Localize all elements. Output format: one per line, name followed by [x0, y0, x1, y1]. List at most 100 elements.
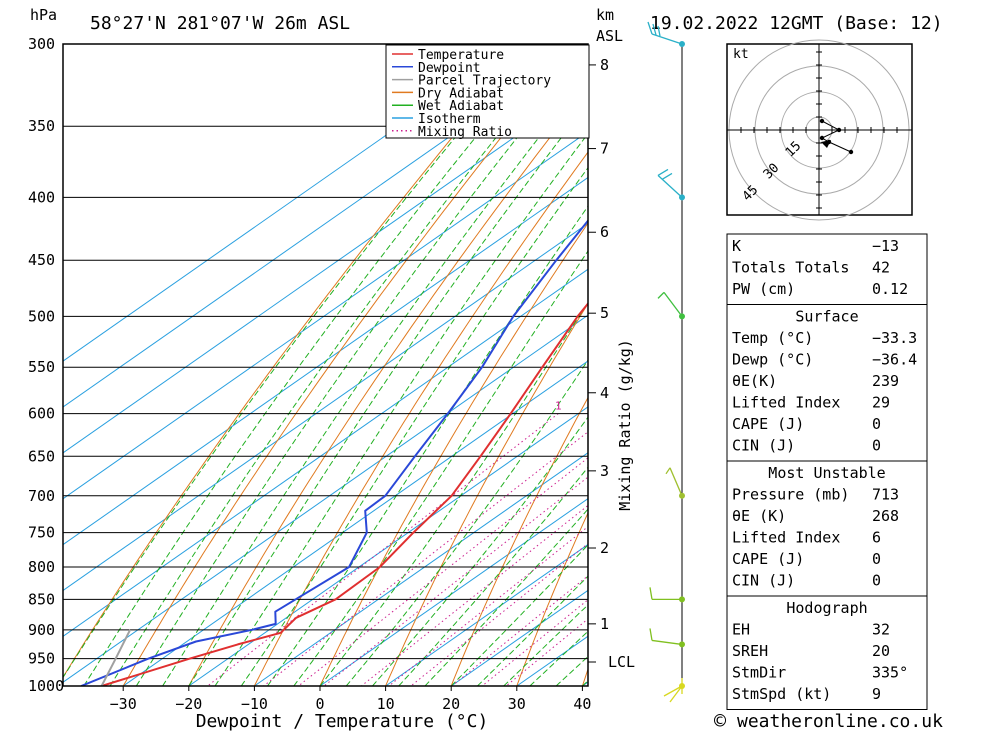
pressure-tick-label: 950: [28, 650, 55, 668]
isotherm-line: [254, 452, 588, 686]
isotherm-line: [63, 44, 583, 408]
parcel-trajectory-profile: [100, 629, 131, 686]
wet-adiabat-line: [109, 44, 573, 686]
wet-adiabat-line: [162, 74, 588, 686]
wind-barb: [657, 168, 683, 198]
indices-block-title: Surface: [795, 308, 858, 326]
wet-adiabat-line: [214, 132, 588, 686]
indices-block-title: Most Unstable: [768, 464, 885, 482]
pressure-tick-label: 400: [28, 188, 55, 206]
km-tick-label: 7: [600, 140, 609, 158]
mixing-ratio-axis-title: Mixing Ratio (g/kg): [616, 339, 634, 511]
axes: −30 −20 −10 0 10 20 30 40 8 7 6 5 4 3 2 1 LCL: [110, 56, 635, 713]
pressure-tick-label: 850: [28, 590, 55, 608]
wind-barb: [649, 628, 683, 646]
x-tick-label: 10: [377, 695, 395, 713]
index-label: Pressure (mb): [732, 486, 849, 504]
km-tick-label: 8: [600, 56, 609, 74]
mixing-ratio-line: [481, 599, 588, 686]
wind-barb-column: [647, 21, 685, 703]
index-label: EH: [732, 621, 750, 639]
index-label: Lifted Index: [732, 529, 840, 547]
isotherm-line: [63, 131, 588, 500]
km-tick-label: 2: [600, 539, 609, 557]
wind-barb: [649, 587, 682, 600]
indices-block-title: Hodograph: [786, 599, 867, 617]
wet-adiabat-line: [450, 544, 588, 686]
index-value: 713: [872, 486, 899, 504]
wind-barb: [647, 21, 683, 45]
km-tick-label: 4: [600, 384, 609, 402]
plot-frame: [62, 43, 589, 687]
indices-block: [726, 233, 928, 305]
mixing-ratio-label: 1: [555, 400, 562, 413]
pressure-tick-label: 450: [28, 251, 55, 269]
indices-table: K −13 Totals Totals 42 PW (cm) 0.12 Surface Tem…: [726, 233, 928, 710]
dry-adiabat-line: [976, 44, 1000, 686]
copyright-symbol: ©: [714, 709, 727, 733]
index-label: CAPE (J): [732, 550, 804, 568]
mixing-ratio-line: [451, 575, 588, 686]
x-tick-label: −20: [175, 695, 202, 713]
mixing-ratio-line: [263, 431, 588, 686]
hodograph-point: [836, 127, 842, 133]
wind-barb: [663, 678, 683, 703]
wet-adiabat-line: [503, 604, 588, 686]
sounding-profiles: [80, 219, 588, 686]
pressure-tick-label: 750: [28, 524, 55, 542]
index-value: −13: [872, 237, 899, 255]
location-title: 58°27'N 281°07'W 26m ASL: [90, 13, 350, 34]
index-value: 0: [872, 550, 881, 568]
wind-barb: [665, 467, 683, 497]
index-value: 0: [872, 437, 881, 455]
wet-adiabat-line: [477, 575, 588, 686]
index-label: Totals Totals: [732, 259, 849, 277]
km-label: km: [596, 6, 614, 24]
pressure-tick-label: 300: [28, 35, 55, 53]
temperature-profile: [101, 301, 588, 686]
km-tick-label: 3: [600, 462, 609, 480]
index-value: 6: [872, 529, 881, 547]
index-value: 29: [872, 394, 890, 412]
wet-adiabat-line: [293, 250, 588, 686]
hodograph-point: [819, 118, 825, 124]
x-tick-label: −10: [241, 695, 268, 713]
isotherm-line: [63, 85, 588, 454]
mixing-ratio-label: 2: [608, 400, 615, 413]
index-value: 0: [872, 572, 881, 590]
index-label: Temp (°C): [732, 329, 813, 347]
wind-barb: [657, 291, 683, 317]
index-value: 268: [872, 507, 899, 525]
index-label: θE (K): [732, 507, 786, 525]
pressure-tick-label: 650: [28, 447, 55, 465]
dry-adiabat-line: [516, 511, 588, 686]
index-value: 20: [872, 642, 890, 660]
datetime-title: 19.02.2022 12GMT (Base: 12): [650, 13, 943, 34]
wet-adiabat-line: [240, 166, 588, 686]
wet-adiabat-line: [267, 205, 588, 686]
index-label: PW (cm): [732, 280, 795, 298]
index-label: CIN (J): [732, 572, 795, 590]
mixing-ratio-label: 6: [700, 400, 707, 413]
hpa-label: hPa: [30, 6, 57, 24]
hodograph-unit: kt: [733, 47, 749, 62]
isotherm-line: [319, 497, 588, 686]
index-label: StmDir: [732, 664, 786, 682]
pressure-tick-label: 1000: [28, 677, 64, 695]
isotherm-line: [122, 360, 588, 686]
pressure-tick-label: 800: [28, 558, 55, 576]
index-value: −33.3: [872, 329, 917, 347]
mixing-ratio-label: 4: [665, 400, 672, 413]
km-tick-label: 6: [600, 223, 609, 241]
index-label: CIN (J): [732, 437, 795, 455]
x-axis-title: Dewpoint / Temperature (°C): [196, 711, 489, 732]
hodograph-point: [819, 135, 825, 141]
legend-entry-label: Wet Adiabat: [418, 99, 504, 114]
x-tick-label: 30: [508, 695, 526, 713]
km-tick-label: LCL: [608, 653, 635, 671]
hodograph-point: [848, 149, 854, 155]
index-label: StmSpd (kt): [732, 685, 831, 703]
legend-entry-label: Isotherm: [418, 112, 481, 127]
index-value: 239: [872, 372, 899, 390]
